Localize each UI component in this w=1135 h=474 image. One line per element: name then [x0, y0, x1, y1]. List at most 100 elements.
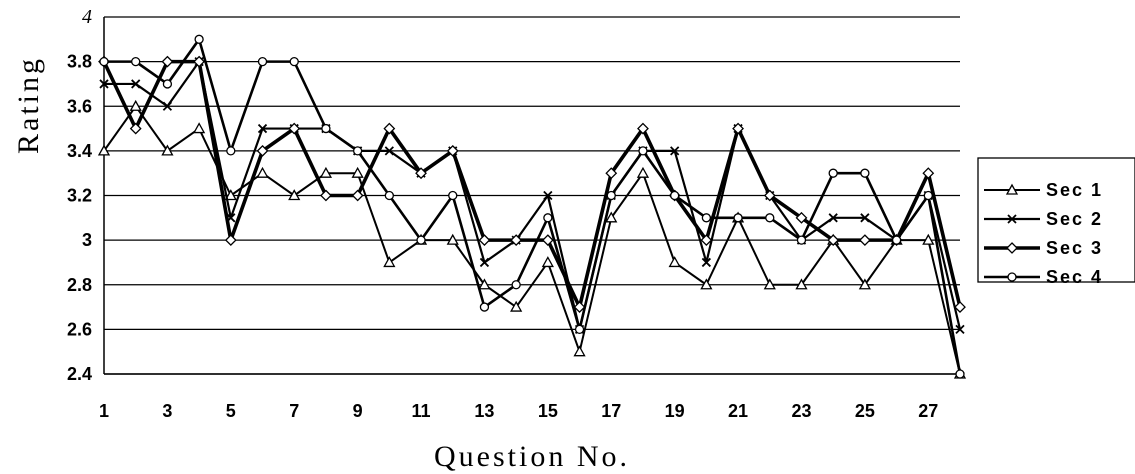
x-tick-label: 17	[601, 401, 621, 421]
y-tick-label: 3.4	[67, 141, 92, 161]
data-point	[383, 256, 396, 268]
data-point	[923, 190, 933, 201]
data-point	[606, 190, 616, 201]
series-4	[99, 34, 965, 379]
data-point	[351, 189, 364, 202]
data-point	[161, 55, 174, 68]
data-point	[257, 123, 268, 134]
data-point	[162, 101, 173, 111]
data-point	[638, 146, 648, 156]
y-tick-label: 3.6	[67, 96, 92, 116]
data-point	[670, 190, 680, 201]
legend-label: Sec 2	[1046, 209, 1103, 229]
legend-item: Sec 3	[984, 238, 1103, 258]
x-tick-label: 13	[474, 401, 494, 421]
series-line	[102, 59, 962, 309]
data-point	[511, 280, 521, 290]
data-point	[700, 234, 713, 247]
data-point	[541, 256, 554, 268]
data-point	[796, 235, 807, 245]
data-point	[700, 278, 713, 290]
data-point	[384, 190, 394, 201]
data-point	[510, 300, 523, 312]
data-point	[99, 79, 109, 89]
data-point	[763, 278, 776, 290]
data-point	[541, 234, 554, 247]
data-point	[478, 278, 491, 290]
x-axis-title: Question No.	[434, 440, 630, 473]
data-point	[289, 56, 299, 67]
legend-label: Sec 1	[1046, 180, 1103, 200]
data-point	[131, 79, 141, 89]
data-point	[194, 34, 204, 44]
legend-item: Sec 4	[984, 267, 1103, 287]
legend: Sec 1 Sec 2 Sec 3 Sec 4	[977, 157, 1135, 287]
data-point	[384, 146, 394, 156]
data-point	[733, 213, 743, 223]
data-point	[256, 166, 269, 178]
legend-label: Sec 4	[1046, 267, 1103, 287]
data-point	[226, 146, 236, 156]
x-tick-label: 15	[538, 401, 558, 421]
x-tick-labels: 1 3 5 7 9 11 13 15 17 19 21 23 25 27	[99, 401, 938, 421]
y-tick-label: 2.6	[67, 319, 92, 339]
x-tick-label: 7	[289, 401, 299, 421]
data-point	[922, 233, 935, 245]
data-point	[543, 213, 553, 223]
data-point	[732, 122, 744, 135]
series-1	[97, 99, 967, 379]
data-point	[828, 213, 838, 223]
data-point	[446, 144, 459, 157]
y-tick-label: 3.2	[67, 186, 92, 206]
series-line	[103, 105, 961, 375]
data-point	[479, 257, 490, 268]
legend-item: Sec 2	[984, 209, 1103, 229]
x-tick-label: 9	[353, 401, 363, 421]
data-point	[351, 166, 364, 178]
x-tick-label: 3	[162, 401, 172, 421]
data-point	[383, 122, 396, 135]
data-point	[955, 369, 965, 379]
x-tick-label: 23	[791, 401, 811, 421]
data-point	[288, 122, 301, 135]
x-tick-label: 21	[728, 401, 748, 421]
x-tick-label: 1	[99, 401, 109, 421]
data-point	[955, 324, 965, 335]
data-point	[605, 211, 618, 223]
data-point	[193, 55, 206, 68]
y-tick-label: 2.4	[67, 364, 92, 384]
data-point	[415, 167, 427, 180]
data-point	[129, 99, 142, 111]
y-tick-label: 3	[82, 230, 92, 250]
legend-item: Sec 1	[984, 180, 1103, 200]
series-3	[98, 55, 966, 313]
legend-marker	[1007, 214, 1017, 224]
x-tick-label: 19	[665, 401, 685, 421]
x-tick-label: 11	[412, 401, 431, 421]
data-point	[860, 213, 870, 223]
data-point	[827, 234, 840, 247]
x-tick-label: 27	[918, 401, 938, 421]
data-point	[352, 146, 363, 156]
data-point	[891, 235, 902, 245]
data-point	[765, 213, 775, 223]
data-point	[605, 167, 618, 180]
legend-label: Sec 3	[1046, 238, 1103, 258]
axes	[103, 17, 960, 375]
data-point	[860, 168, 870, 178]
data-point	[446, 233, 459, 245]
data-point	[701, 213, 712, 223]
x-tick-label: 25	[855, 401, 875, 421]
data-point	[954, 301, 966, 313]
data-point	[510, 234, 523, 247]
x-tick-label: 5	[226, 401, 236, 421]
legend-marker	[1005, 183, 1019, 195]
data-point	[224, 189, 237, 201]
data-point	[319, 166, 333, 178]
data-point	[129, 122, 142, 135]
data-point	[858, 278, 871, 290]
data-point	[636, 166, 650, 178]
data-point	[922, 167, 935, 180]
data-point	[321, 123, 331, 134]
